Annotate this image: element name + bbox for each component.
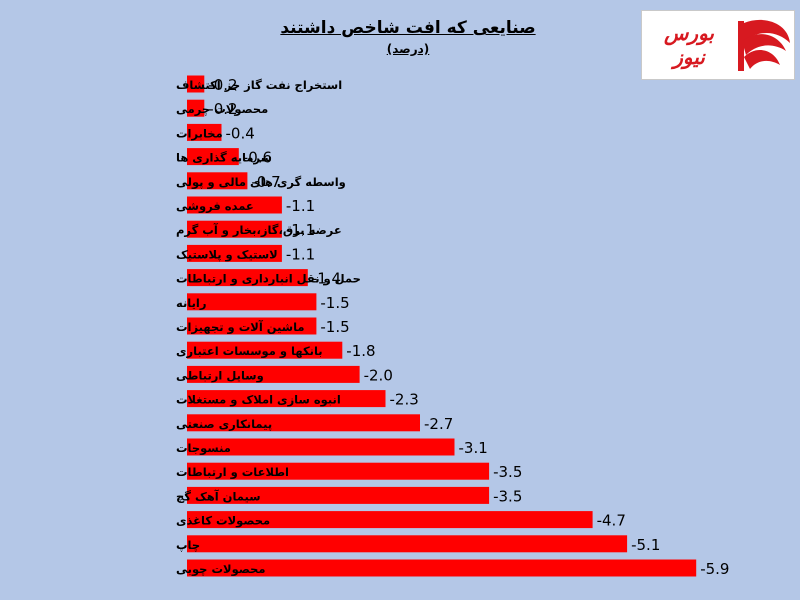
data-label-7: -1.1	[286, 221, 315, 239]
bar-20	[187, 535, 628, 553]
category-label-2: محصولات چرمی	[176, 102, 268, 117]
bar-8	[187, 244, 282, 262]
data-label-15: -2.7	[424, 415, 453, 433]
chart-title-unit: (درصد)	[386, 42, 430, 56]
data-label-20: -5.1	[631, 536, 660, 554]
category-label-18: سیمان آهک گچ	[176, 489, 261, 503]
category-label-9: حمل و نقل انبارداری و ارتباطات	[176, 272, 361, 287]
bar-9	[187, 269, 308, 287]
chart-title: صنایعی که افت شاخص داشتند (درصد)	[258, 18, 558, 58]
data-label-17: -3.5	[493, 463, 522, 481]
category-label-7: عرضه برق،گاز،بخار و آب گرم	[176, 223, 342, 238]
bar-16	[187, 438, 455, 456]
category-label-13: وسایل ارتباطی	[176, 368, 264, 383]
category-label-4: سرمایه گذاری ها	[176, 151, 272, 165]
category-label-10: رایانه	[176, 296, 207, 310]
bar-4	[187, 148, 239, 166]
bar-18	[187, 486, 490, 504]
bar-2	[187, 99, 205, 117]
category-label-1: استخراج نفت گاز جز اکتشاف	[176, 78, 342, 93]
data-label-14: -2.3	[390, 391, 419, 409]
data-label-4: -0.6	[243, 149, 272, 167]
category-label-21: محصولات چوبی	[176, 562, 266, 577]
logo-icon	[738, 19, 790, 71]
category-label-17: اطلاعات و ارتباطات	[176, 465, 289, 480]
bar-13	[187, 365, 360, 383]
data-label-16: -3.1	[459, 439, 488, 457]
bar-1	[187, 75, 205, 93]
data-label-13: -2.0	[364, 366, 393, 384]
bar-14	[187, 390, 386, 408]
data-label-10: -1.5	[320, 294, 349, 312]
data-label-6: -1.1	[286, 197, 315, 215]
chart-title-main: صنایعی که افت شاخص داشتند	[280, 18, 536, 38]
data-label-19: -4.7	[597, 512, 626, 530]
category-label-16: منسوجات	[176, 441, 231, 456]
category-label-8: لاستیک و پلاستیک	[176, 247, 278, 262]
bar-6	[187, 196, 282, 214]
category-label-15: پیمانکاری صنعتی	[176, 417, 272, 431]
category-label-12: بانکها و موسسات اعتباری	[176, 344, 323, 359]
data-label-9: -1.4	[312, 270, 341, 288]
logo-text: بورس نیوز	[664, 21, 714, 69]
category-label-6: عمده فروشی	[176, 199, 254, 214]
bar-11	[187, 317, 317, 335]
bar-7	[187, 220, 282, 238]
category-label-3: مخابرات	[176, 126, 223, 140]
bar-10	[187, 293, 317, 311]
bar-5	[187, 172, 248, 190]
category-label-14: انبوه سازی املاک و مستغلات	[176, 393, 341, 408]
data-label-12: -1.8	[346, 342, 375, 360]
data-label-11: -1.5	[320, 318, 349, 336]
data-label-1: -0.2	[208, 76, 237, 94]
bar-19	[187, 511, 593, 529]
bar-15	[187, 414, 420, 432]
category-label-5: واسطه گری های مالی و پولی	[176, 175, 346, 190]
bar-21	[187, 559, 697, 577]
data-label-8: -1.1	[286, 245, 315, 263]
brand-logo: بورس نیوز	[641, 10, 795, 80]
data-label-5: -0.7	[251, 173, 280, 191]
category-label-20: چاپ	[176, 538, 200, 552]
category-label-19: محصولات کاغذی	[176, 514, 270, 529]
data-label-18: -3.5	[493, 487, 522, 505]
data-label-3: -0.4	[226, 124, 255, 142]
data-label-2: -0.2	[208, 100, 237, 118]
bar-17	[187, 462, 490, 480]
bar-3	[187, 123, 222, 141]
data-label-21: -5.9	[700, 560, 729, 578]
category-label-11: ماشین آلات و تجهیزات	[176, 320, 305, 335]
bar-12	[187, 341, 343, 359]
